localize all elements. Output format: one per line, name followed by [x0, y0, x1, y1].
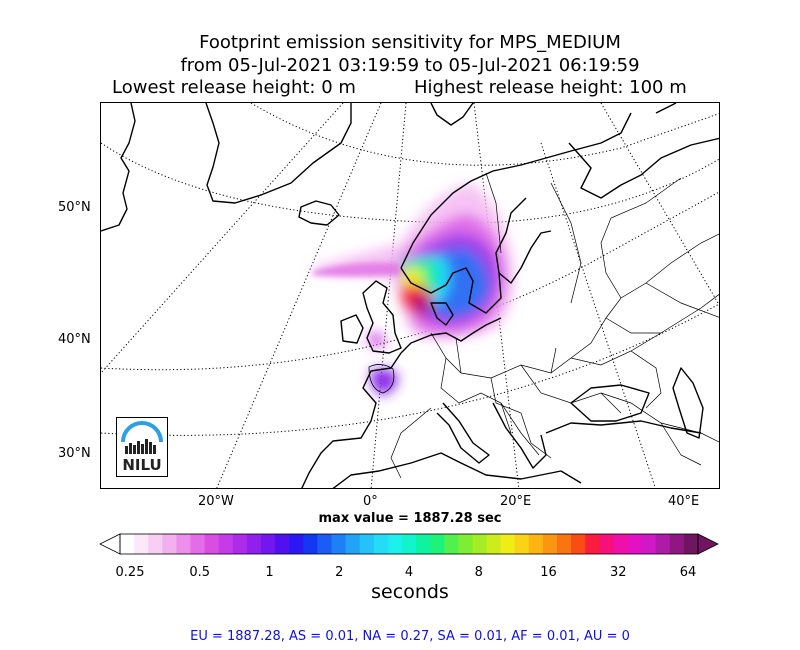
- nilu-logo-icon: [121, 421, 163, 454]
- lon-label-40e: 40°E: [668, 494, 700, 509]
- colorbar-cell: [472, 534, 488, 554]
- colorbar-cell: [514, 534, 530, 554]
- lat-label-30n: 30°N: [58, 446, 91, 461]
- colorbar-cell: [120, 534, 135, 554]
- highest-release-height: Highest release height: 100 m: [414, 77, 687, 98]
- colorbar-cell: [387, 534, 403, 554]
- colorbar-cell: [613, 534, 629, 554]
- colorbar-min-arrow: [99, 533, 121, 555]
- title-line-1: Footprint emission sensitivity for MPS_M…: [199, 32, 621, 53]
- colorbar-tick-label: 1: [265, 565, 274, 580]
- colorbar-cell: [542, 534, 558, 554]
- colorbar-cell: [641, 534, 657, 554]
- colorbar-cell: [134, 534, 149, 554]
- colorbar-max-arrow: [697, 533, 719, 555]
- colorbar-tick-label: 64: [679, 565, 697, 580]
- lon-label-20e: 20°E: [500, 494, 532, 509]
- country-borders: [390, 172, 719, 479]
- colorbar-cell: [557, 534, 572, 554]
- colorbar-cell: [317, 534, 333, 554]
- colorbar-cell: [458, 534, 474, 554]
- colorbar-cell: [289, 534, 304, 554]
- colorbar-units: seconds: [371, 581, 449, 603]
- nilu-logo: NILU: [116, 417, 168, 477]
- colorbar-cell: [176, 534, 192, 554]
- colorbar-cell: [416, 534, 431, 554]
- max-value-label: max value = 1887.28 sec: [318, 511, 502, 526]
- lowest-release-height: Lowest release height: 0 m: [112, 77, 356, 98]
- colorbar-cell: [571, 534, 586, 554]
- colorbar-cell: [683, 534, 699, 554]
- colorbar-cell: [444, 534, 459, 554]
- colorbar-cell: [528, 534, 544, 554]
- colorbar-cell: [275, 534, 290, 554]
- colorbar-cell: [218, 534, 234, 554]
- map-canvas: [101, 103, 719, 488]
- colorbar-frame: [119, 533, 699, 555]
- colorbar-cell: [430, 534, 445, 554]
- coastlines: [101, 103, 719, 488]
- colorbar-cell: [585, 534, 600, 554]
- colorbar-tick-label: 32: [609, 565, 627, 580]
- colorbar-tick-label: 0.25: [115, 565, 145, 580]
- colorbar-cell: [359, 534, 375, 554]
- colorbar-cell: [331, 534, 347, 554]
- colorbar-tick-label: 16: [540, 565, 557, 580]
- colorbar-cell: [345, 534, 361, 554]
- lat-label-50n: 50°N: [58, 200, 91, 215]
- colorbar-tick-label: 4: [404, 565, 414, 580]
- lon-label-0: 0°: [363, 494, 378, 509]
- region-stats: EU = 1887.28, AS = 0.01, NA = 0.27, SA =…: [190, 629, 630, 644]
- local-spot-outline: [368, 364, 395, 394]
- colorbar-cell: [190, 534, 206, 554]
- colorbar-tick-label: 2: [335, 565, 344, 580]
- lat-label-40n: 40°N: [58, 332, 91, 347]
- title-line-2: from 05-Jul-2021 03:19:59 to 05-Jul-2021…: [180, 55, 640, 76]
- colorbar-cell: [627, 534, 643, 554]
- colorbar-cell: [260, 534, 276, 554]
- lon-label-20w: 20°W: [198, 494, 234, 509]
- colorbar-cell: [401, 534, 417, 554]
- colorbar-tick-label: 0.5: [189, 565, 211, 580]
- nilu-logo-text: NILU: [122, 456, 162, 474]
- colorbar-cell: [486, 534, 502, 554]
- colorbar-cell: [373, 534, 389, 554]
- colorbar-tick-label: 8: [474, 565, 483, 580]
- footprint-map: [100, 102, 720, 489]
- colorbar-cell: [232, 534, 248, 554]
- colorbar-cell: [246, 534, 262, 554]
- colorbar-cell: [669, 534, 685, 554]
- colorbar: [99, 533, 719, 555]
- colorbar-cell: [655, 534, 671, 554]
- colorbar-cell: [162, 534, 177, 554]
- colorbar-cell: [148, 534, 163, 554]
- colorbar-cell: [204, 534, 220, 554]
- emission-sensitivity-plume: [311, 183, 514, 395]
- colorbar-cell: [500, 534, 516, 554]
- colorbar-cell: [599, 534, 615, 554]
- colorbar-cell: [303, 534, 318, 554]
